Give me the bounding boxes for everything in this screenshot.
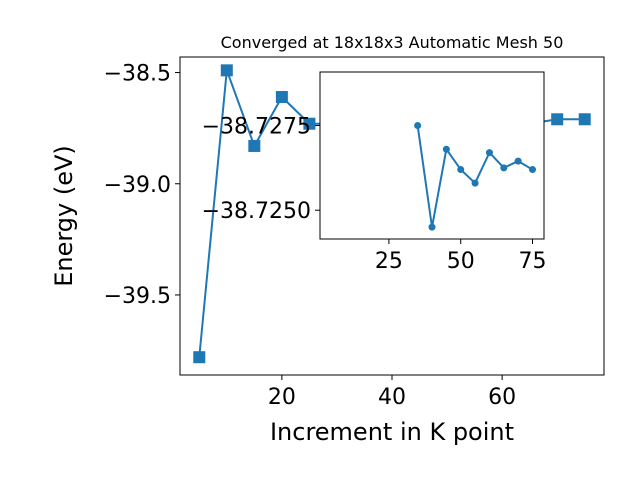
- main-y-ticks: −39.5 −39.0 −38.5: [104, 62, 180, 309]
- y-tick-label: −38.5: [104, 62, 171, 87]
- x-tick-label: 20: [268, 385, 296, 410]
- x-axis-label: Increment in K point: [270, 418, 514, 446]
- data-point: [303, 117, 316, 130]
- x-tick-label: 50: [447, 249, 475, 274]
- data-point: [529, 166, 537, 174]
- x-tick-label: 25: [375, 249, 403, 274]
- inset-x-ticks: 25 50 75: [375, 239, 547, 274]
- inset-plot-background: [320, 72, 544, 239]
- data-point: [220, 64, 233, 77]
- main-x-ticks: 20 40 60: [268, 375, 516, 410]
- data-point: [414, 122, 422, 130]
- inset-y-ticks: −38.7275 −38.7250: [202, 115, 320, 224]
- y-tick-label: −39.5: [104, 284, 171, 309]
- data-point: [457, 166, 465, 174]
- data-point: [442, 145, 450, 153]
- y-axis-label: Energy (eV): [50, 145, 78, 287]
- y-tick-label: −39.0: [104, 173, 171, 198]
- data-point: [485, 149, 493, 157]
- data-point: [514, 157, 522, 165]
- y-tick-label: −38.7250: [202, 199, 311, 224]
- inset-plot-frame: [319, 71, 545, 240]
- data-point: [275, 91, 288, 104]
- data-point: [578, 113, 591, 126]
- series: [414, 122, 537, 231]
- data-point: [428, 223, 436, 231]
- y-tick-label: −38.7275: [202, 115, 311, 140]
- data-point: [551, 113, 564, 126]
- data-point: [471, 179, 479, 187]
- chart-title: Converged at 18x18x3 Automatic Mesh 50: [221, 33, 564, 52]
- data-point: [193, 351, 206, 364]
- x-tick-label: 75: [519, 249, 547, 274]
- data-point: [500, 164, 508, 172]
- inset-series-group: [414, 122, 537, 231]
- x-tick-label: 60: [488, 385, 516, 410]
- data-point: [248, 139, 261, 152]
- inset-plot-area: 25 50 75 −38.7275 −38.7250: [202, 71, 547, 274]
- x-tick-label: 40: [378, 385, 406, 410]
